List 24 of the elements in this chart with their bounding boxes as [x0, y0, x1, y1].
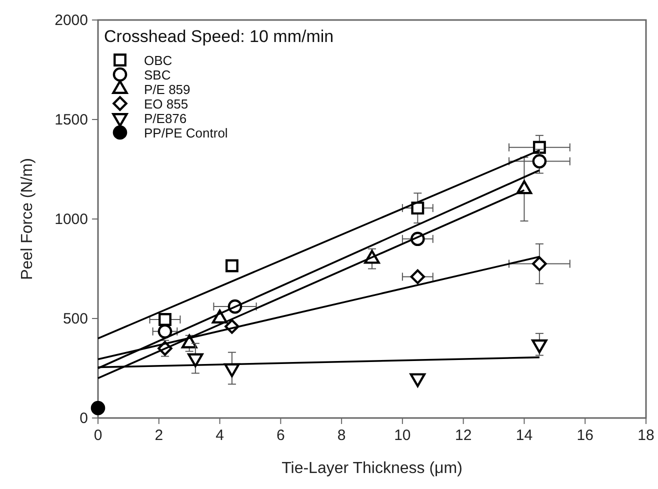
x-tick-label: 0 [94, 427, 102, 444]
x-tick-label: 16 [576, 427, 594, 444]
x-tick-label: 10 [394, 427, 411, 444]
x-tick-label: 8 [337, 427, 346, 444]
x-tick-label: 2 [154, 427, 164, 444]
annotation: Crosshead Speed: 10 mm/min [104, 27, 334, 46]
y-tick-label: 0 [80, 410, 88, 427]
y-tick-label: 500 [62, 310, 88, 328]
y-axis-title: Peel Force (N/m) [19, 158, 36, 280]
legend-label: SBC [144, 68, 171, 82]
x-tick-label: 4 [216, 427, 224, 444]
x-axis-title: Tie-Layer Thickness (μm) [282, 460, 462, 477]
x-tick-label: 12 [454, 427, 472, 444]
legend-label: OBC [144, 53, 172, 68]
legend-label: P/E876 [144, 111, 187, 126]
y-tick-label: 2000 [54, 12, 88, 29]
x-tick-label: 6 [276, 427, 285, 444]
legend-label: EO 855 [144, 96, 188, 112]
x-tick-label: 14 [516, 427, 533, 444]
y-tick-label: 1000 [54, 211, 88, 228]
legend-label: P/E 859 [144, 82, 190, 97]
x-tick-label: 18 [638, 427, 654, 444]
y-tick-label: 1500 [54, 112, 88, 128]
legend-label: PP/PE Control [144, 126, 228, 140]
